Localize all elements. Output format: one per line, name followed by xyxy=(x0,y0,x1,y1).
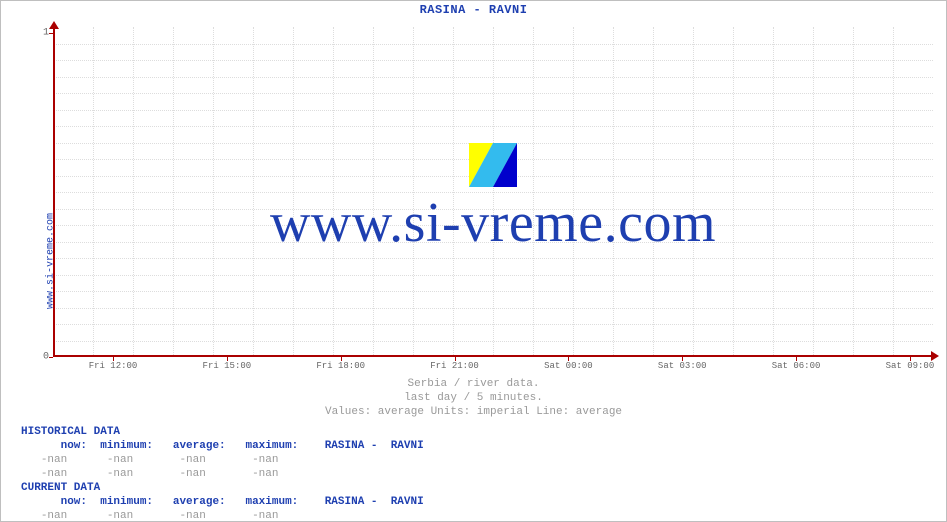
grid-h xyxy=(53,44,933,45)
grid-h xyxy=(53,275,933,276)
current-title: CURRENT DATA xyxy=(21,481,424,495)
footer-line-2: last day / 5 minutes. xyxy=(1,391,946,405)
grid-h xyxy=(53,291,933,292)
plot-wrap: www.si-vreme.com 0 1 Fri 12:00 Fri 15:00 F… xyxy=(39,17,939,369)
grid-h xyxy=(53,324,933,325)
x-axis xyxy=(53,355,933,357)
historical-row-1: -nan -nan -nan -nan xyxy=(21,453,424,467)
xtick: Fri 18:00 xyxy=(316,361,365,371)
chart-frame: www.si-vreme.com RASINA - RAVNI www.si-v… xyxy=(0,0,947,522)
grid-h xyxy=(53,341,933,342)
current-row-1: -nan -nan -nan -nan xyxy=(21,509,424,522)
historical-header-row: now: minimum: average: maximum: RASINA -… xyxy=(21,439,424,453)
chart-footer: Serbia / river data. last day / 5 minute… xyxy=(1,377,946,419)
plot-area: www.si-vreme.com xyxy=(53,27,933,357)
xtick: Sat 00:00 xyxy=(544,361,593,371)
ytick-1: 1 xyxy=(39,28,49,39)
xtick: Fri 12:00 xyxy=(89,361,138,371)
xtick: Fri 15:00 xyxy=(203,361,252,371)
grid-h xyxy=(53,110,933,111)
grid-h xyxy=(53,93,933,94)
y-axis-arrow xyxy=(49,21,59,29)
data-tables: HISTORICAL DATA now: minimum: average: m… xyxy=(21,425,424,522)
chart-title: RASINA - RAVNI xyxy=(1,1,946,17)
xtick: Sat 06:00 xyxy=(772,361,821,371)
grid-h xyxy=(53,308,933,309)
ytick-mark xyxy=(49,33,53,34)
watermark-text: www.si-vreme.com xyxy=(270,192,716,254)
grid-h xyxy=(53,77,933,78)
x-axis-arrow xyxy=(931,351,939,361)
footer-line-1: Serbia / river data. xyxy=(1,377,946,391)
ytick-0: 0 xyxy=(39,352,49,363)
ytick-mark xyxy=(49,357,53,358)
grid-h xyxy=(53,126,933,127)
watermark-icon xyxy=(469,143,517,187)
historical-title: HISTORICAL DATA xyxy=(21,425,424,439)
current-header-row: now: minimum: average: maximum: RASINA -… xyxy=(21,495,424,509)
xtick: Sat 09:00 xyxy=(886,361,935,371)
footer-line-3: Values: average Units: imperial Line: av… xyxy=(1,405,946,419)
grid-h xyxy=(53,60,933,61)
xtick: Fri 21:00 xyxy=(430,361,479,371)
historical-row-2: -nan -nan -nan -nan xyxy=(21,467,424,481)
grid-h xyxy=(53,258,933,259)
xtick: Sat 03:00 xyxy=(658,361,707,371)
watermark: www.si-vreme.com xyxy=(53,143,933,255)
